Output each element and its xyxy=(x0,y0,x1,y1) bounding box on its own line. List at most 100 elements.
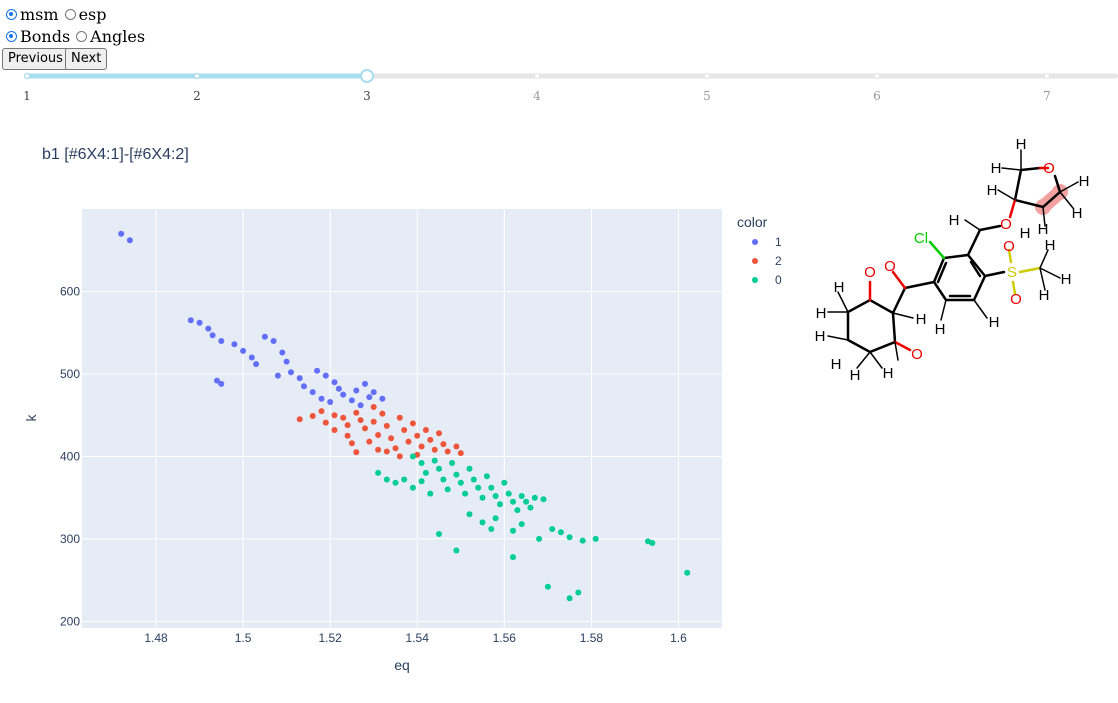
scatter-point-series-1 xyxy=(318,395,325,402)
scatter-point-series-0 xyxy=(518,493,525,499)
legend-label-1[interactable]: 1 xyxy=(775,235,782,249)
svg-text:H: H xyxy=(1038,221,1049,238)
previous-button[interactable]: Previous xyxy=(2,48,69,70)
scatter-point-series-0 xyxy=(462,490,469,497)
scatter-point-series-1 xyxy=(126,237,133,244)
x-tick-labels: 1.48 1.5 1.52 1.54 1.56 1.58 1.6 xyxy=(144,631,687,645)
scatter-point-series-1 xyxy=(283,358,290,365)
scatter-point-series-1 xyxy=(118,230,125,237)
radio-angles[interactable] xyxy=(76,31,88,42)
scatter-point-series-2 xyxy=(401,427,408,433)
chloro-bond xyxy=(928,240,946,260)
scatter-point-series-2 xyxy=(436,430,442,437)
scatter-point-series-0 xyxy=(510,527,516,534)
scatter-point-series-2 xyxy=(331,427,338,433)
legend-label-2[interactable]: 2 xyxy=(775,254,782,268)
scatter-point-series-2 xyxy=(396,453,403,460)
scatter-point-series-0 xyxy=(510,554,516,561)
slider-step-label[interactable]: 1 xyxy=(23,89,31,103)
y-tick-label: 300 xyxy=(60,532,80,546)
scatter-point-series-1 xyxy=(362,380,368,387)
slider-step-label[interactable]: 2 xyxy=(193,89,201,103)
scatter-point-series-2 xyxy=(344,422,351,429)
scatter-point-series-0 xyxy=(557,529,564,536)
radio-esp[interactable] xyxy=(64,9,76,20)
scatter-point-series-1 xyxy=(214,377,220,384)
radio-esp-label: esp xyxy=(78,5,107,24)
scatter-point-series-0 xyxy=(531,494,538,501)
scatter-point-series-2 xyxy=(422,427,429,433)
scatter-point-series-1 xyxy=(248,354,255,361)
slider-handle[interactable] xyxy=(360,69,374,83)
step-slider[interactable]: 1 2 3 4 5 6 7 xyxy=(23,69,1118,103)
scatter-point-series-0 xyxy=(436,531,442,537)
scatter-point-series-0 xyxy=(383,476,390,483)
scatter-point-series-1 xyxy=(379,395,386,402)
slider-step-dot[interactable] xyxy=(533,72,541,80)
source-radio-group: msm esp xyxy=(6,5,112,24)
chart-title: b1 [#6X4:1]-[#6X4:2] xyxy=(42,146,189,163)
slider-step-dot[interactable] xyxy=(703,72,711,80)
slider-step-label[interactable]: 4 xyxy=(533,89,541,103)
scatter-point-series-0 xyxy=(497,501,503,508)
scatter-point-series-2 xyxy=(405,438,412,445)
scatter-point-series-0 xyxy=(540,496,547,503)
scatter-point-series-2 xyxy=(331,412,338,419)
slider-step-dot[interactable] xyxy=(873,72,881,80)
x-tick-label: 1.54 xyxy=(406,631,430,645)
legend-marker-2[interactable] xyxy=(752,258,758,264)
svg-text:S: S xyxy=(1007,264,1017,281)
scatter-point-series-0 xyxy=(392,479,399,486)
scatter-point-series-1 xyxy=(370,389,377,396)
ether-bond xyxy=(1008,198,1017,219)
y-tick-labels: 200 300 400 500 600 xyxy=(60,284,80,628)
scatter-point-series-0 xyxy=(492,493,499,499)
scatter-point-series-2 xyxy=(362,425,368,432)
scatter-point-series-0 xyxy=(483,473,490,480)
slider-step-dot[interactable] xyxy=(1043,72,1051,80)
svg-text:H: H xyxy=(987,182,998,199)
legend-marker-1[interactable] xyxy=(752,239,758,245)
svg-text:O: O xyxy=(911,346,923,363)
scatter-point-series-1 xyxy=(187,317,194,324)
svg-text:H: H xyxy=(834,279,845,296)
scatter-point-series-0 xyxy=(466,465,473,472)
svg-text:H: H xyxy=(991,160,1002,177)
scatter-point-series-0 xyxy=(579,537,586,544)
scatter-point-series-0 xyxy=(409,453,416,460)
radio-bonds[interactable] xyxy=(6,31,17,42)
dione-carbonyl-bonds xyxy=(868,280,912,352)
scatter-point-series-1 xyxy=(205,325,212,332)
scatter-point-series-2 xyxy=(322,419,329,426)
x-tick-label: 1.58 xyxy=(580,631,604,645)
slider-step-label[interactable]: 6 xyxy=(873,89,881,103)
scatter-point-series-0 xyxy=(449,460,456,466)
scatter-point-series-0 xyxy=(422,469,429,476)
methylene-bond xyxy=(966,224,1002,257)
svg-text:H: H xyxy=(850,367,861,384)
sulfur-methyl-bond xyxy=(1018,266,1042,274)
scatter-point-series-0 xyxy=(401,476,408,483)
scatter-point-series-2 xyxy=(344,432,351,439)
slider-step-dot[interactable] xyxy=(23,72,31,80)
slider-step-dot[interactable] xyxy=(193,72,201,80)
scatter-point-series-1 xyxy=(231,341,238,348)
svg-text:H: H xyxy=(883,365,894,382)
legend-marker-0[interactable] xyxy=(752,277,758,283)
scatter-point-series-0 xyxy=(549,526,556,532)
scatter-point-series-0 xyxy=(444,486,451,493)
slider-step-label[interactable]: 3 xyxy=(363,89,371,103)
scatter-point-series-1 xyxy=(196,319,203,326)
y-tick-label: 200 xyxy=(60,614,80,628)
scatter-point-series-2 xyxy=(296,416,303,423)
slider-step-label[interactable]: 7 xyxy=(1043,89,1051,103)
svg-text:O: O xyxy=(1003,238,1015,255)
slider-step-label[interactable]: 5 xyxy=(703,89,711,103)
molecule-structure: O O Cl S O O O O O H H H H H H H H H H H… xyxy=(815,136,1090,384)
svg-text:H: H xyxy=(935,321,946,338)
scatter-point-series-0 xyxy=(466,511,473,518)
legend-label-0[interactable]: 0 xyxy=(775,273,782,287)
next-button[interactable]: Next xyxy=(65,48,108,70)
scatter-point-series-0 xyxy=(566,595,573,602)
radio-msm[interactable] xyxy=(6,9,17,20)
